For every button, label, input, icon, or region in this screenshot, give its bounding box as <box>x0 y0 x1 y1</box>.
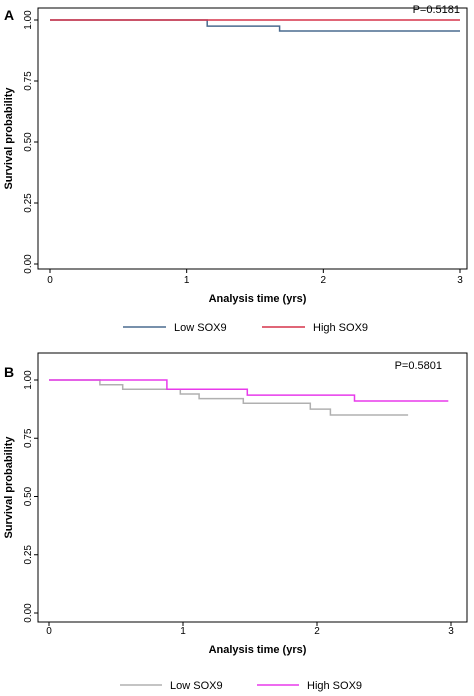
y-axis-title: Survival probability <box>3 436 15 539</box>
p-value-annotation: P=0.5801 <box>395 360 442 372</box>
panel-label: B <box>4 364 14 380</box>
series-line-low-sox9 <box>49 379 409 416</box>
legend-label-high-sox9: High SOX9 <box>307 680 362 692</box>
x-tick-label: 0 <box>47 275 53 286</box>
x-tick-label: 1 <box>184 275 190 286</box>
x-axis-title: Analysis time (yrs) <box>209 293 307 305</box>
legend-label-low-sox9: Low SOX9 <box>174 322 227 334</box>
y-tick-label: 0.50 <box>23 486 34 506</box>
y-tick-label: 0.25 <box>23 193 34 213</box>
y-tick-label: 0.50 <box>23 132 34 152</box>
y-tick-label: 1.00 <box>23 370 34 390</box>
legend-label-high-sox9: High SOX9 <box>313 322 368 334</box>
series-line-low-sox9 <box>50 19 460 32</box>
x-tick-label: 1 <box>180 626 186 637</box>
km-chart-a: A P=0.5181 0.00 0.25 0.50 0.75 1.00 0 1 2 3 Analysi… <box>3 4 468 334</box>
x-tick-label: 2 <box>314 626 320 637</box>
x-tick-label: 0 <box>46 626 52 637</box>
y-axis-title: Survival probability <box>3 87 15 190</box>
y-tick-label: 1.00 <box>23 10 34 30</box>
plot-frame <box>37 352 468 623</box>
km-panel-b: B P=0.5801 0.00 0.25 0.50 0.75 1.00 0 1 2 3 Analysi… <box>0 345 474 696</box>
y-tick-label: 0.75 <box>23 428 34 448</box>
plot-frame <box>37 7 468 270</box>
y-tick-label: 0.25 <box>23 545 34 565</box>
y-tick-label: 0.00 <box>23 254 34 274</box>
p-value-annotation: P=0.5181 <box>413 4 460 16</box>
series-line-high-sox9 <box>49 379 449 402</box>
y-tick-label: 0.00 <box>23 603 34 623</box>
x-axis-title: Analysis time (yrs) <box>209 644 307 656</box>
km-panel-a: A P=0.5181 0.00 0.25 0.50 0.75 1.00 0 1 2 3 Analysi… <box>0 0 474 345</box>
km-chart-b: B P=0.5801 0.00 0.25 0.50 0.75 1.00 0 1 2 3 Analysi… <box>3 352 468 692</box>
x-tick-label: 3 <box>448 626 454 637</box>
x-tick-label: 2 <box>321 275 327 286</box>
y-tick-label: 0.75 <box>23 71 34 91</box>
x-tick-label: 3 <box>457 275 463 286</box>
panel-label: A <box>4 7 14 23</box>
legend-label-low-sox9: Low SOX9 <box>170 680 223 692</box>
